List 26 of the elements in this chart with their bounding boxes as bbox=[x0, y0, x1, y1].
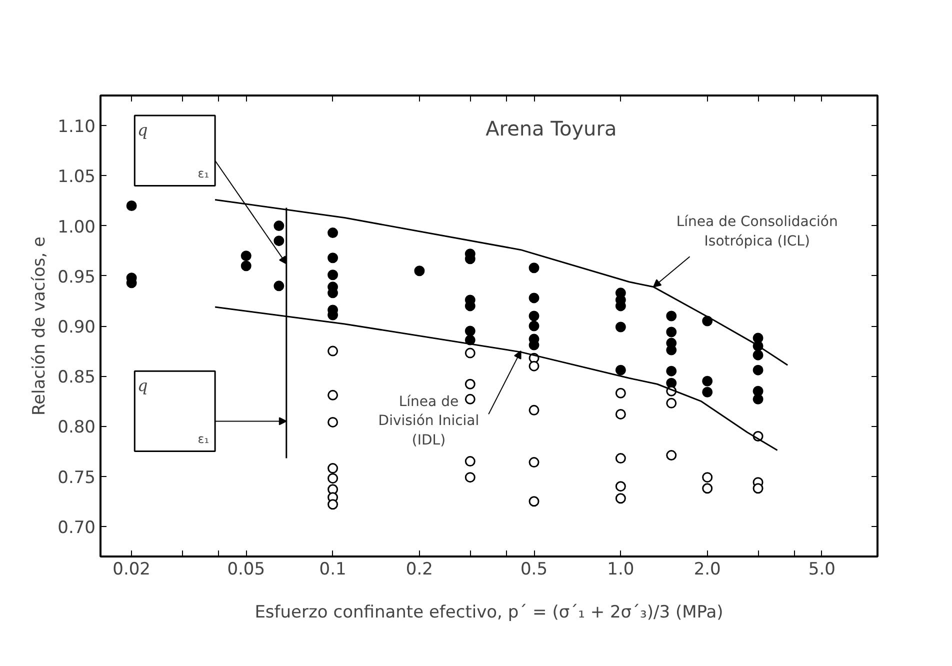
x-tick-label: 2.0 bbox=[694, 560, 721, 580]
x-tick-label: 0.2 bbox=[406, 560, 433, 580]
annotation: Línea de Consolidación Isotrópica (ICL) bbox=[676, 214, 838, 250]
annotation: ε₁ bbox=[198, 432, 210, 446]
y-tick-label: 1.00 bbox=[58, 217, 96, 238]
x-tick-label: 0.05 bbox=[227, 560, 266, 580]
annotation: ε₁ bbox=[198, 166, 210, 181]
x-tick-label: 0.1 bbox=[319, 560, 346, 580]
x-tick-label: 0.5 bbox=[520, 560, 548, 580]
x-axis-title: Esfuerzo confinante efectivo, p´ = (σ´₁ + 2σ´₃)/3 (MPa) bbox=[254, 602, 724, 622]
annotation: q bbox=[138, 120, 148, 140]
x-tick-label: 0.02 bbox=[112, 560, 150, 580]
y-axis-title: Relación de vacíos, e bbox=[30, 236, 50, 416]
annotation: q bbox=[138, 376, 148, 396]
y-tick-label: 0.80 bbox=[58, 418, 96, 438]
y-tick-label: 1.10 bbox=[58, 117, 96, 138]
x-tick-label: 1.0 bbox=[607, 560, 634, 580]
annotation: Línea de División Inicial (IDL) bbox=[378, 394, 480, 448]
y-tick-label: 0.70 bbox=[58, 518, 96, 538]
y-tick-label: 0.75 bbox=[58, 468, 96, 488]
text: Arena Toyura bbox=[486, 116, 617, 141]
y-tick-label: 1.05 bbox=[58, 167, 96, 188]
y-tick-label: 0.95 bbox=[58, 267, 96, 288]
y-tick-label: 0.90 bbox=[58, 318, 96, 338]
x-tick-label: 5.0 bbox=[808, 560, 836, 580]
y-tick-label: 0.85 bbox=[58, 368, 96, 388]
